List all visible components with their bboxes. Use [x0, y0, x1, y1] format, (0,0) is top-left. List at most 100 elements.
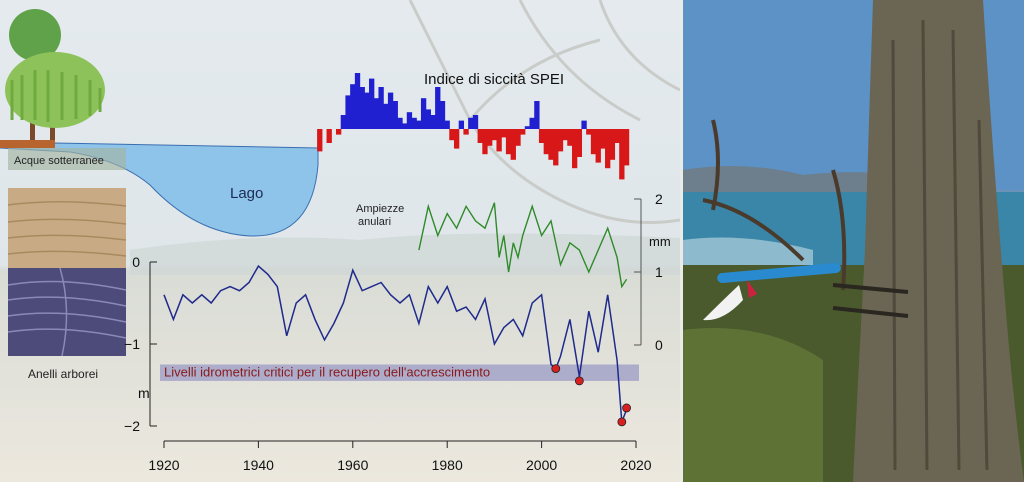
photo-branches	[702, 119, 847, 291]
spei-bar-1998	[529, 117, 535, 129]
critical-point-3	[617, 417, 627, 427]
spei-bar-2016	[614, 129, 620, 143]
background-hills	[130, 233, 680, 275]
ring-y-tick-label-1: 1	[655, 264, 663, 280]
spei-bar-2017	[619, 129, 625, 180]
spei-bar-1991	[496, 129, 502, 152]
spei-bar-2002	[548, 129, 554, 160]
spei-bar-1981	[449, 129, 455, 141]
wood-grain-image	[8, 188, 126, 268]
lake-y-axis-unit: m	[138, 385, 150, 401]
ring-width-label-line2: anulari	[358, 216, 391, 228]
lake-shore-photo	[683, 0, 1024, 482]
lake-y-tick-label--2: −2	[124, 418, 140, 434]
spei-bar-1953	[317, 129, 323, 152]
spei-bar-1973	[411, 117, 417, 129]
photo-white-cloth	[703, 285, 743, 321]
background-branches	[408, 0, 680, 224]
x-tick-label-2020: 2020	[620, 457, 651, 473]
lake-level-line	[163, 264, 628, 423]
spei-bar-1975	[420, 98, 427, 129]
wood-grain-lines	[7, 200, 127, 257]
ring-y-axis-unit: mm	[649, 234, 671, 249]
lake-y-tick-label--1: −1	[124, 336, 140, 352]
spei-bar-1966	[378, 87, 384, 129]
spei-bar-1980	[444, 120, 450, 129]
ring-width-chart: 0 1 2 mm	[418, 191, 671, 353]
spei-bar-1990	[491, 129, 498, 141]
spei-bar-1955	[326, 129, 332, 143]
spei-bar-2005	[562, 129, 568, 141]
groundwater-label: Acque sotterranee	[14, 155, 104, 167]
photo-waves	[683, 237, 813, 270]
spei-bar-1996	[520, 129, 526, 135]
spei-bar-1970	[397, 117, 403, 129]
spei-bar-1958	[340, 115, 347, 129]
photo-dendrometer-bands	[832, 283, 909, 318]
spei-bar-1965	[373, 98, 380, 129]
spei-bar-2018	[623, 129, 630, 166]
spei-bar-1983	[458, 120, 465, 129]
spei-bar-2000	[538, 129, 545, 143]
spei-bar-2003	[553, 129, 559, 166]
spei-bar-1995	[515, 129, 521, 146]
tree-illustration	[5, 9, 105, 140]
spei-bar-1976	[425, 109, 431, 129]
x-tick-label-1960: 1960	[337, 457, 368, 473]
critical-point-4	[622, 403, 631, 413]
critical-point-2	[574, 376, 584, 386]
soil-layer	[0, 140, 55, 148]
photo-red-tag	[747, 280, 757, 298]
spei-bar-2010	[586, 129, 592, 135]
spei-bar-1985	[468, 117, 474, 129]
spei-title: Indice di siccità SPEI	[424, 71, 564, 88]
spei-bar-2015	[609, 129, 616, 160]
spei-bar-1959	[345, 95, 351, 129]
spei-bar-1997	[524, 126, 531, 129]
spei-bar-1978	[435, 87, 441, 129]
spei-bar-2004	[557, 129, 564, 152]
spei-bar-1993	[505, 129, 512, 155]
spei-bar-2006	[567, 129, 573, 146]
x-tick-label-2000: 2000	[526, 457, 557, 473]
critical-level-band	[160, 364, 639, 381]
spei-bar-1963	[364, 92, 370, 129]
chart-svg: Acque sotterranee Lago Anelli arborei In…	[0, 0, 680, 482]
lake-level-chart: 1920 1940 1960 1980 2000 2020 0 −1 −2 m	[124, 254, 652, 473]
spei-bar-2011	[590, 129, 597, 155]
spei-bar-1987	[477, 129, 483, 143]
spei-bar-1971	[402, 123, 408, 129]
figure-panel: Acque sotterranee Lago Anelli arborei In…	[0, 0, 680, 482]
spei-bar-2013	[600, 129, 606, 149]
spei-bar-2009	[581, 120, 587, 129]
critical-level-label: Livelli idrometrici critici per il recup…	[164, 365, 490, 380]
x-tick-label-1920: 1920	[148, 457, 179, 473]
spei-bar-1989	[487, 129, 493, 146]
spei-bar-1972	[406, 112, 413, 129]
tree-rings-label: Anelli arborei	[28, 367, 98, 381]
spei-bar-2008	[576, 129, 583, 157]
photo-svg	[683, 0, 1024, 482]
ring-y-tick-label-2: 2	[655, 191, 663, 207]
ring-y-tick-label-0: 0	[655, 337, 663, 353]
spei-bar-1969	[392, 101, 398, 129]
photo-bark-texture	[891, 19, 989, 471]
spei-bar-2014	[605, 129, 611, 169]
spei-bar-1984	[463, 129, 469, 135]
spei-bar-1994	[510, 129, 516, 160]
spei-chart	[317, 73, 630, 180]
lake-label: Lago	[230, 185, 263, 202]
spei-bar-2007	[571, 129, 578, 169]
spei-bar-1960	[350, 84, 356, 129]
spei-bar-2012	[595, 129, 601, 163]
ring-width-line	[418, 202, 628, 289]
spei-bar-1999	[534, 101, 540, 129]
spei-bar-1968	[387, 92, 394, 129]
groundwater-band	[8, 148, 126, 170]
spei-bar-2001	[543, 129, 549, 155]
spei-bar-1992	[501, 129, 507, 138]
tree-rings-lines	[7, 267, 127, 357]
spei-bar-1961	[354, 73, 361, 129]
spei-bar-1964	[369, 78, 375, 129]
lake-y-tick-label-0: 0	[132, 254, 140, 270]
